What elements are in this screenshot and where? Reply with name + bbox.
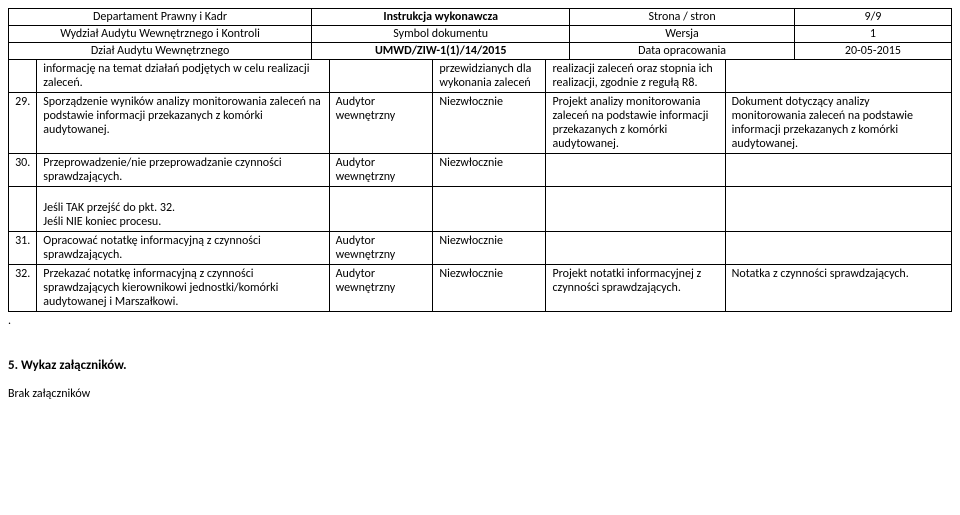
when-cell: przewidzianych dla wykonania zaleceń [433, 60, 546, 93]
who-cell: Audytor wewnętrzny [329, 93, 433, 154]
doc-cell: Dokument dotyczący analizy monitorowania… [725, 93, 951, 154]
row-number [9, 60, 37, 93]
task-cell: Jeśli TAK przejść do pkt. 32. Jeśli NIE … [37, 187, 329, 232]
section-heading: 5. Wykaz załączników. [8, 358, 952, 373]
header-doctype: Instrukcja wykonawcza [312, 9, 570, 26]
procedure-table: informację na temat działań podjętych w … [8, 60, 952, 312]
header-date-label: Data opracowania [570, 43, 795, 60]
row-number [9, 187, 37, 232]
who-cell [329, 187, 433, 232]
row-number: 32. [9, 265, 37, 312]
doc-cell [725, 154, 951, 187]
trailing-dot: . [8, 314, 952, 328]
result-cell [546, 154, 725, 187]
task-cell: Przeprowadzenie/nie przeprowadzanie czyn… [37, 154, 329, 187]
table-row: informację na temat działań podjętych w … [9, 60, 952, 93]
result-cell [546, 187, 725, 232]
who-cell: Audytor wewnętrzny [329, 154, 433, 187]
who-cell: Audytor wewnętrzny [329, 232, 433, 265]
result-cell [546, 232, 725, 265]
header-version-value: 1 [794, 26, 951, 43]
result-cell: Projekt notatki informacyjnej z czynnośc… [546, 265, 725, 312]
table-row: 31. Opracować notatkę informacyjną z czy… [9, 232, 952, 265]
header-date-value: 20-05-2015 [794, 43, 951, 60]
when-cell: Niezwłocznie [433, 154, 546, 187]
doc-cell: Notatka z czynności sprawdzających. [725, 265, 951, 312]
doc-cell [725, 60, 951, 93]
header-section: Dział Audytu Wewnętrznego [9, 43, 312, 60]
task-cell: Sporządzenie wyników analizy monitorowan… [37, 93, 329, 154]
document-header: Departament Prawny i Kadr Instrukcja wyk… [8, 8, 952, 60]
task-cell: Przekazać notatkę informacyjną z czynnoś… [37, 265, 329, 312]
row-number: 31. [9, 232, 37, 265]
table-row: Jeśli TAK przejść do pkt. 32. Jeśli NIE … [9, 187, 952, 232]
footer-text: Brak załączników [8, 387, 952, 401]
table-row: 29. Sporządzenie wyników analizy monitor… [9, 93, 952, 154]
row-number: 29. [9, 93, 37, 154]
header-version-label: Wersja [570, 26, 795, 43]
who-cell: Audytor wewnętrzny [329, 265, 433, 312]
task-cell: informację na temat działań podjętych w … [37, 60, 329, 93]
doc-cell [725, 232, 951, 265]
when-cell: Niezwłocznie [433, 265, 546, 312]
result-cell: Projekt analizy monitorowania zaleceń na… [546, 93, 725, 154]
result-cell: realizacji zaleceń oraz stopnia ich real… [546, 60, 725, 93]
header-division: Wydział Audytu Wewnętrznego i Kontroli [9, 26, 312, 43]
when-cell [433, 187, 546, 232]
who-cell [329, 60, 433, 93]
row-number: 30. [9, 154, 37, 187]
header-symbol-value: UMWD/ZIW-1(1)/14/2015 [312, 43, 570, 60]
header-dept: Departament Prawny i Kadr [9, 9, 312, 26]
when-cell: Niezwłocznie [433, 232, 546, 265]
when-cell: Niezwłocznie [433, 93, 546, 154]
table-row: 30. Przeprowadzenie/nie przeprowadzanie … [9, 154, 952, 187]
header-page-label: Strona / stron [570, 9, 795, 26]
doc-cell [725, 187, 951, 232]
header-page-value: 9/9 [794, 9, 951, 26]
header-symbol-label: Symbol dokumentu [312, 26, 570, 43]
task-cell: Opracować notatkę informacyjną z czynnoś… [37, 232, 329, 265]
table-row: 32. Przekazać notatkę informacyjną z czy… [9, 265, 952, 312]
